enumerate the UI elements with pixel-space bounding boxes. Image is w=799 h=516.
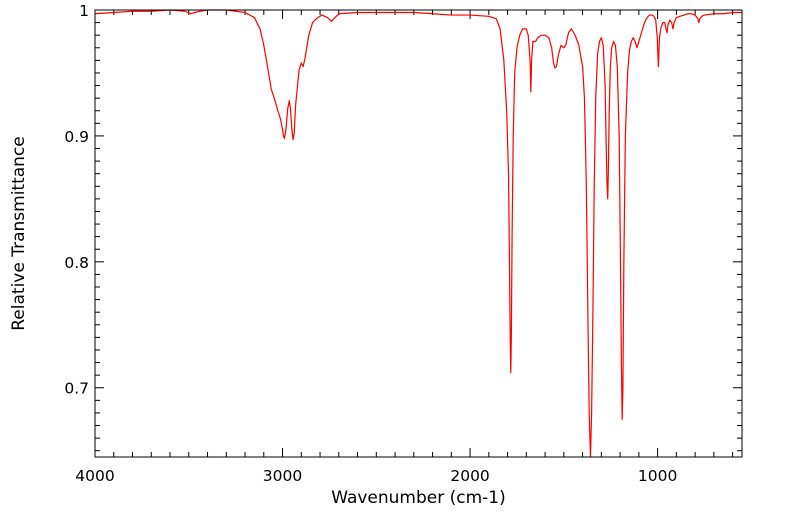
- x-axis-title: Wavenumber (cm-1): [331, 488, 506, 508]
- spectrum-line: [94, 9, 742, 458]
- y-tick-label: 1: [79, 2, 89, 20]
- y-tick-label: 0.8: [64, 254, 89, 272]
- x-tick-label: 1000: [638, 467, 677, 485]
- y-tick-label: 0.7: [64, 380, 89, 398]
- plot-frame: [94, 9, 743, 458]
- y-axis-title: Relative Transmittance: [9, 136, 29, 331]
- x-tick-label: 3000: [263, 467, 302, 485]
- x-tick-label: 4000: [75, 467, 114, 485]
- x-tick-label: 2000: [450, 467, 489, 485]
- axis-tick-labels: 4000 3000 2000 1000 0.7 0.8 0.9 1: [64, 2, 677, 485]
- y-tick-label: 0.9: [64, 128, 89, 146]
